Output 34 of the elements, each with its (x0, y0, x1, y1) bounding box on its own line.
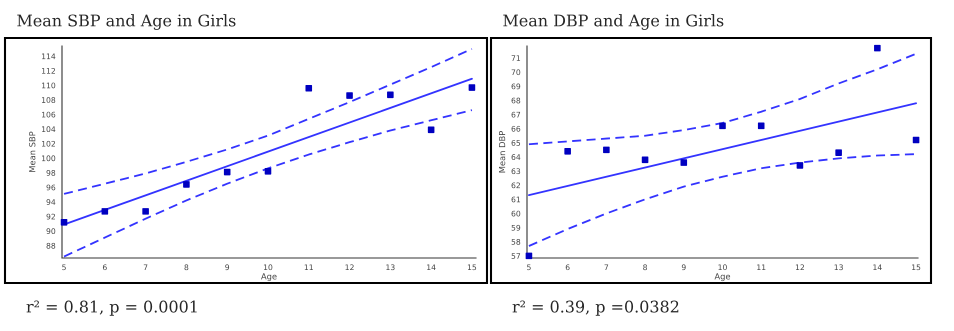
point (224, 168, 230, 176)
point (102, 208, 108, 215)
chart-title: Mean SBP and Age in Girls (17, 14, 236, 30)
x-axis-title: Age (714, 273, 730, 282)
line-series (63, 48, 473, 195)
y-axis-title: Mean DBP (499, 131, 506, 172)
x-axis-title: Age (261, 273, 277, 282)
point (346, 92, 353, 99)
point (264, 168, 272, 175)
point (642, 156, 648, 164)
point (305, 84, 312, 92)
text: r² = 0.81, p = 0.0001 (26, 300, 197, 316)
point (680, 159, 688, 166)
point (428, 126, 434, 134)
point (468, 84, 476, 91)
point (60, 219, 68, 226)
chart-title: Mean DBP and Age in Girls (503, 14, 724, 30)
line-series (528, 153, 917, 247)
point (564, 148, 571, 155)
point (758, 122, 765, 130)
point (142, 208, 149, 215)
line-series (528, 52, 917, 146)
point (835, 149, 842, 156)
point (387, 92, 394, 98)
point (603, 146, 610, 154)
point (183, 181, 190, 188)
point (526, 252, 532, 260)
text: r² = 0.39, p =0.0382 (512, 300, 678, 316)
y-axis-title: Mean SBP (29, 132, 36, 172)
line-series (63, 109, 473, 258)
point (796, 162, 804, 169)
point (912, 136, 920, 144)
point (874, 44, 881, 52)
point (719, 122, 726, 130)
